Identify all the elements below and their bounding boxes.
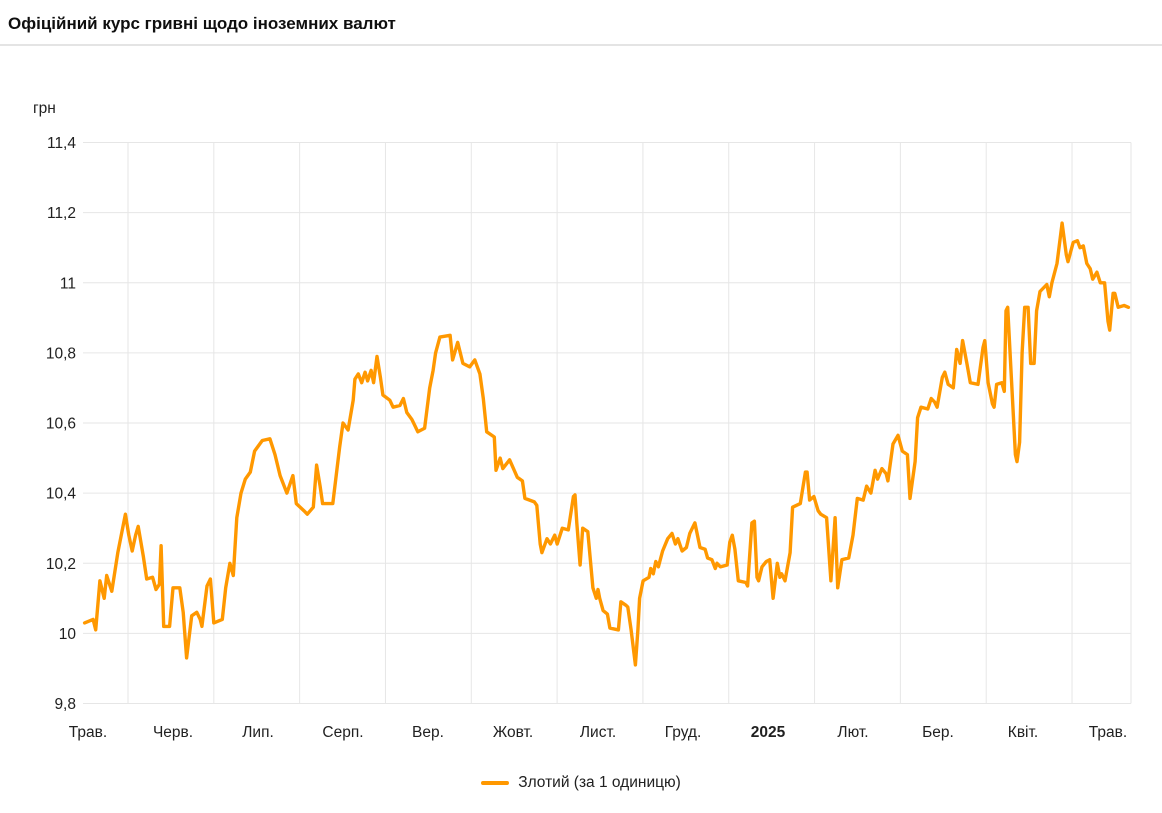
x-tick-label: 2025 — [751, 724, 786, 741]
legend-label: Злотий (за 1 одиницю) — [518, 774, 681, 791]
x-tick-label: Лют. — [837, 724, 868, 741]
x-tick-label: Бер. — [922, 724, 954, 741]
x-tick-label: Груд. — [665, 724, 702, 741]
chart-canvas[interactable]: грн 11,4 11,2 11 10,8 10,6 10,4 10,2 10 9,8 Трав. Ч… — [0, 66, 1162, 766]
x-tick-label: Трав. — [1089, 724, 1127, 741]
x-tick-label: Лист. — [580, 724, 616, 741]
legend-item-zloty[interactable]: Злотий (за 1 одиницю) — [481, 774, 681, 792]
y-axis-tick-labels: 11,4 11,2 11 10,8 10,6 10,4 10,2 10 9,8 — [46, 135, 77, 713]
zloty-rate-line[interactable] — [82, 221, 1131, 667]
x-tick-label: Квіт. — [1008, 724, 1038, 741]
x-tick-label: Лип. — [242, 724, 274, 741]
y-tick-label: 11,2 — [47, 205, 76, 222]
y-tick-label: 11,4 — [47, 135, 76, 152]
y-tick-label: 9,8 — [54, 696, 76, 713]
x-axis-tick-labels: Трав. Черв. Лип. Серп. Вер. Жовт. Лист. Груд. 20… — [69, 724, 1127, 741]
y-tick-label: 10,8 — [46, 345, 76, 362]
x-tick-label: Серп. — [322, 724, 363, 741]
y-tick-label: 10,6 — [46, 416, 76, 433]
y-axis-unit-label: грн — [33, 100, 56, 117]
header-divider — [0, 44, 1162, 46]
x-tick-label: Черв. — [153, 724, 193, 741]
y-tick-label: 11 — [60, 275, 76, 292]
y-tick-label: 10,4 — [46, 486, 77, 503]
y-tick-label: 10,2 — [46, 556, 76, 573]
chart-legend: Злотий (за 1 одиницю) — [0, 770, 1162, 796]
page-title: Офіційний курс гривні щодо іноземних вал… — [8, 14, 396, 33]
x-tick-label: Трав. — [69, 724, 107, 741]
x-tick-label: Жовт. — [493, 724, 533, 741]
gridlines — [83, 142, 1132, 704]
zloty-rate-chart[interactable]: грн 11,4 11,2 11 10,8 10,6 10,4 10,2 10 9,8 Трав. Ч… — [0, 66, 1162, 766]
y-tick-label: 10 — [59, 626, 77, 643]
x-tick-label: Вер. — [412, 724, 444, 741]
legend-line-swatch — [481, 781, 510, 785]
